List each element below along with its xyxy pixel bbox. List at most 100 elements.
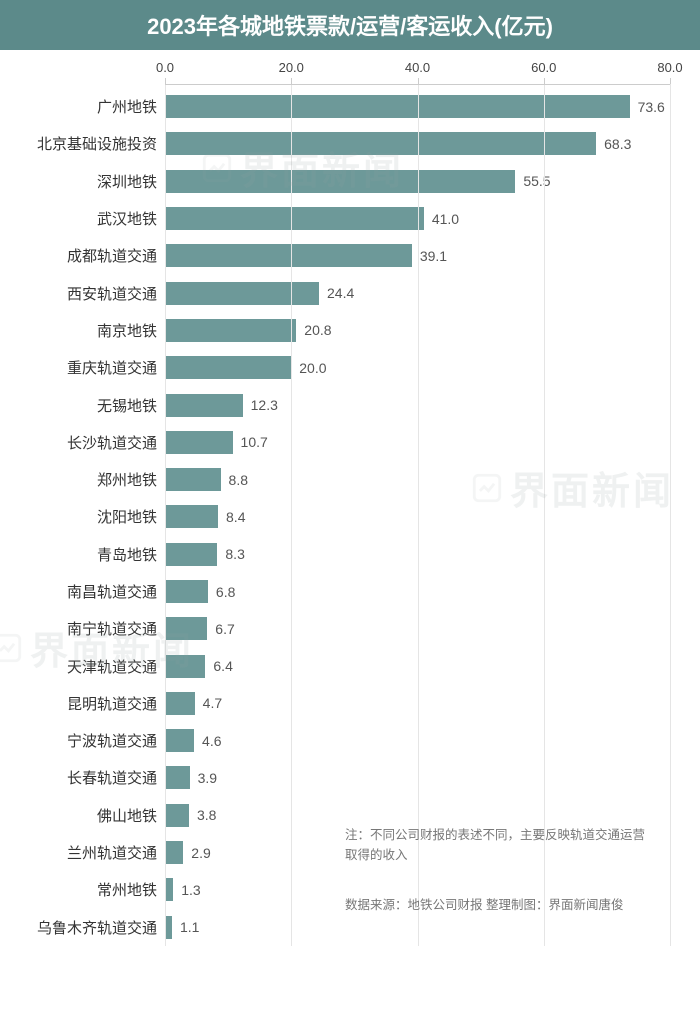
value-label: 1.1 — [180, 919, 199, 935]
bar — [165, 766, 190, 789]
value-label: 55.5 — [523, 173, 550, 189]
x-axis: 0.020.040.060.080.0 — [0, 50, 700, 88]
gridline — [291, 84, 292, 946]
chart-container: 2023年各城地铁票款/运营/客运收入(亿元) 0.020.040.060.08… — [0, 0, 700, 1020]
bar-row: 西安轨道交通24.4 — [0, 274, 700, 311]
category-label: 乌鲁木齐轨道交通 — [0, 917, 165, 938]
value-label: 39.1 — [420, 248, 447, 264]
bar — [165, 95, 630, 118]
bar — [165, 505, 218, 528]
bar-track: 8.4 — [165, 498, 700, 535]
category-label: 长春轨道交通 — [0, 767, 165, 788]
chart-title-text: 2023年各城地铁票款/运营/客运收入(亿元) — [147, 9, 553, 41]
gridline — [165, 84, 166, 946]
footnote-source: 数据来源：地铁公司财报 整理制图：界面新闻唐俊 — [345, 895, 675, 915]
value-label: 41.0 — [432, 211, 459, 227]
gridline — [544, 84, 545, 946]
value-label: 20.0 — [299, 360, 326, 376]
bar-row: 天津轨道交通 6.4 — [0, 647, 700, 684]
category-label: 常州地铁 — [0, 879, 165, 900]
bar-track: 24.4 — [165, 274, 700, 311]
bar-track: 20.8 — [165, 312, 700, 349]
bar-row: 郑州地铁8.8 — [0, 461, 700, 498]
bar-row: 武汉地铁 41.0 — [0, 200, 700, 237]
bar-track: 3.9 — [165, 759, 700, 796]
category-label: 郑州地铁 — [0, 469, 165, 490]
bar — [165, 543, 217, 566]
x-tick-label: 20.0 — [279, 60, 304, 75]
value-label: 6.4 — [213, 658, 232, 674]
bar — [165, 617, 207, 640]
bar — [165, 841, 183, 864]
bar-track: 20.0 — [165, 349, 700, 386]
bar — [165, 804, 189, 827]
bar-track: 41.0 — [165, 200, 700, 237]
category-label: 南京地铁 — [0, 320, 165, 341]
category-label: 昆明轨道交通 — [0, 693, 165, 714]
value-label: 20.8 — [304, 322, 331, 338]
bar-track: 12.3 — [165, 386, 700, 423]
category-label: 天津轨道交通 — [0, 656, 165, 677]
bar — [165, 319, 296, 342]
bar-track: 4.6 — [165, 722, 700, 759]
footnote-definition: 注：不同公司财报的表述不同，主要反映轨道交通运营取得的收入 — [345, 825, 655, 865]
category-label: 武汉地铁 — [0, 208, 165, 229]
x-tick — [670, 78, 671, 84]
bar — [165, 468, 221, 491]
value-label: 1.3 — [181, 882, 200, 898]
value-label: 12.3 — [251, 397, 278, 413]
bar-track: 68.3 — [165, 125, 700, 162]
gridline — [418, 84, 419, 946]
category-label: 深圳地铁 — [0, 171, 165, 192]
bar — [165, 207, 424, 230]
bar — [165, 170, 515, 193]
value-label: 6.8 — [216, 584, 235, 600]
bar-track: 8.3 — [165, 536, 700, 573]
bar-track: 6.7 — [165, 610, 700, 647]
bar-row: 广州地铁 73.6 — [0, 88, 700, 125]
bar — [165, 655, 205, 678]
x-axis-line — [165, 84, 670, 85]
bar-row: 南宁轨道交通6.7 — [0, 610, 700, 647]
bar — [165, 132, 596, 155]
bar-row: 重庆轨道交通 20.0 — [0, 349, 700, 386]
value-label: 2.9 — [191, 845, 210, 861]
category-label: 北京基础设施投资 — [0, 133, 165, 154]
bar-row: 青岛地铁8.3 — [0, 536, 700, 573]
value-label: 8.4 — [226, 509, 245, 525]
category-label: 兰州轨道交通 — [0, 842, 165, 863]
value-label: 24.4 — [327, 285, 354, 301]
category-label: 南昌轨道交通 — [0, 581, 165, 602]
bar — [165, 282, 319, 305]
bar-track: 4.7 — [165, 685, 700, 722]
bar-row: 北京基础设施投资 68.3 — [0, 125, 700, 162]
bar-row: 沈阳地铁 8.4 — [0, 498, 700, 535]
value-label: 73.6 — [638, 99, 665, 115]
bar-track: 10.7 — [165, 424, 700, 461]
bar-track: 73.6 — [165, 88, 700, 125]
category-label: 南宁轨道交通 — [0, 618, 165, 639]
x-tick-label: 0.0 — [156, 60, 174, 75]
value-label: 8.3 — [225, 546, 244, 562]
bar-row: 南京地铁 20.8 — [0, 312, 700, 349]
bar-track: 6.4 — [165, 647, 700, 684]
bar-row: 无锡地铁 12.3 — [0, 386, 700, 423]
bar-row: 昆明轨道交通4.7 — [0, 685, 700, 722]
bar-track: 6.8 — [165, 573, 700, 610]
category-label: 佛山地铁 — [0, 805, 165, 826]
value-label: 4.6 — [202, 733, 221, 749]
category-label: 无锡地铁 — [0, 395, 165, 416]
chart-title: 2023年各城地铁票款/运营/客运收入(亿元) — [0, 0, 700, 50]
category-label: 沈阳地铁 — [0, 506, 165, 527]
category-label: 广州地铁 — [0, 96, 165, 117]
bar-row: 成都轨道交通39.1 — [0, 237, 700, 274]
value-label: 68.3 — [604, 136, 631, 152]
bar-row: 深圳地铁 55.5 — [0, 163, 700, 200]
bar — [165, 692, 195, 715]
bar-row: 南昌轨道交通 6.8 — [0, 573, 700, 610]
bar-row: 长沙轨道交通10.7 — [0, 424, 700, 461]
bar-row: 宁波轨道交通4.6 — [0, 722, 700, 759]
bar — [165, 878, 173, 901]
value-label: 10.7 — [241, 434, 268, 450]
category-label: 重庆轨道交通 — [0, 357, 165, 378]
